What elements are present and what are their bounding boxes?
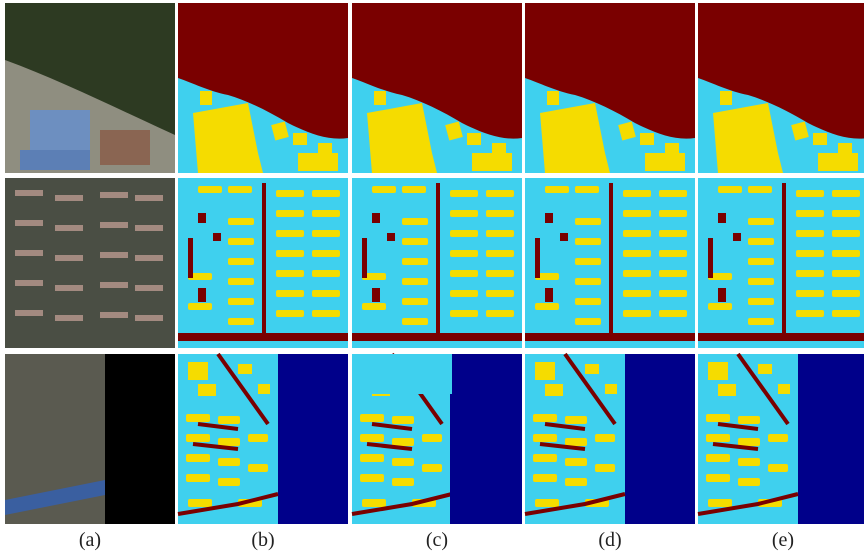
- caption: (b): [251, 529, 274, 551]
- photo-2: [5, 178, 175, 348]
- caption: (a): [79, 529, 101, 551]
- photo-3: [5, 354, 175, 524]
- caption: (e): [772, 529, 794, 551]
- caption: (c): [426, 529, 448, 551]
- photo-1: [5, 3, 175, 173]
- caption: (d): [598, 529, 621, 551]
